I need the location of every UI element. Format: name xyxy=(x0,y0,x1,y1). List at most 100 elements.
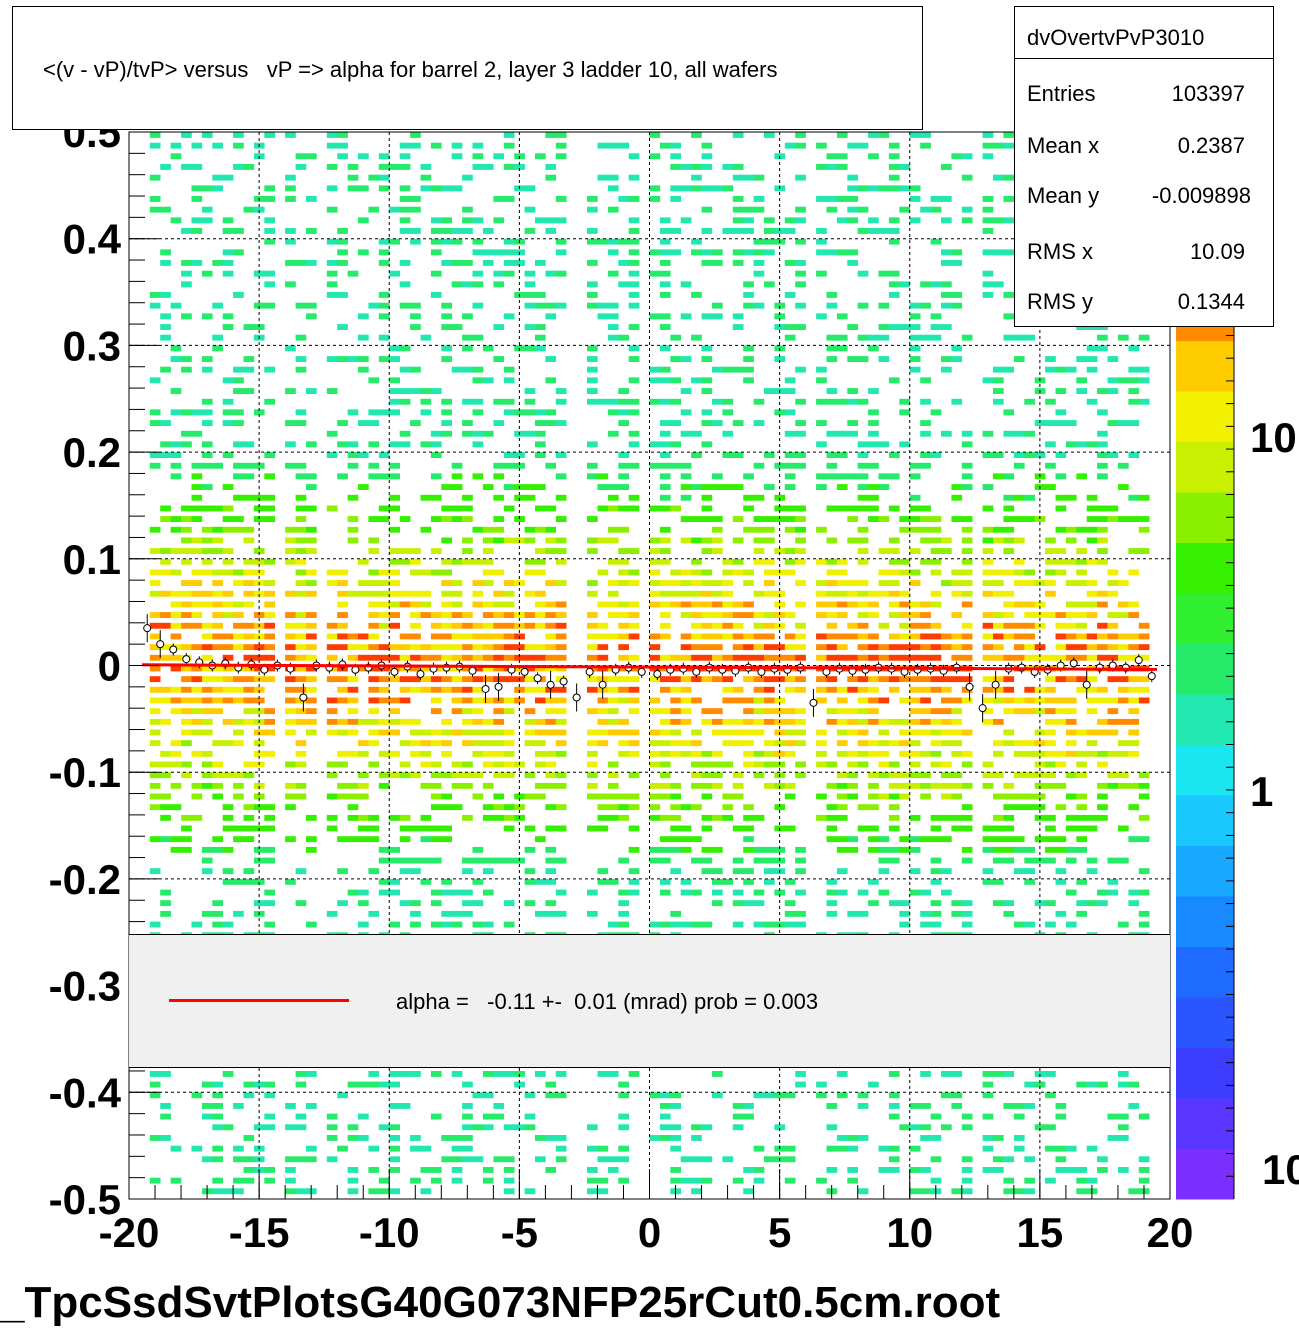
heatmap-cell xyxy=(1128,676,1140,683)
heatmap-cell xyxy=(233,569,244,576)
heatmap-cell xyxy=(1065,718,1077,725)
profile-point xyxy=(572,683,581,712)
heatmap-cell xyxy=(930,825,942,832)
heatmap-cell xyxy=(212,260,223,266)
heatmap-cell xyxy=(514,516,525,522)
heatmap-cell xyxy=(847,676,858,683)
heatmap-cell xyxy=(909,846,921,853)
heatmap-cell xyxy=(1003,142,1015,149)
heatmap-cell xyxy=(264,644,275,651)
heatmap-cell xyxy=(712,622,723,629)
heatmap-cell xyxy=(597,302,609,309)
heatmap-cell xyxy=(628,686,640,693)
heatmap-cell xyxy=(607,334,619,341)
heatmap-cell xyxy=(795,281,806,288)
heatmap-cell xyxy=(1024,580,1035,586)
heatmap-cell xyxy=(524,676,536,683)
heatmap-cell xyxy=(462,718,473,725)
heatmap-cell xyxy=(597,644,609,651)
heatmap-cell xyxy=(1024,846,1035,853)
heatmap-cell xyxy=(826,654,838,661)
heatmap-cell xyxy=(222,644,234,651)
heatmap-cell xyxy=(878,334,890,341)
stat-value: 0.1344 xyxy=(1177,289,1245,314)
heatmap-cell xyxy=(430,782,442,789)
heatmap-cell xyxy=(253,505,265,512)
heatmap-cell xyxy=(909,761,921,768)
heatmap-cell xyxy=(191,580,203,586)
heatmap-cell xyxy=(1034,900,1046,907)
heatmap-cell xyxy=(1128,1081,1140,1088)
palette-band xyxy=(1176,694,1234,745)
heatmap-cell xyxy=(1055,868,1067,875)
heatmap-cell xyxy=(764,569,775,576)
heatmap-cell xyxy=(649,505,661,512)
heatmap-cell xyxy=(555,398,567,405)
heatmap-cell xyxy=(826,505,838,512)
heatmap-cell xyxy=(451,633,463,640)
heatmap-cell xyxy=(712,601,723,608)
heatmap-cell xyxy=(961,334,973,341)
heatmap-cell xyxy=(628,793,640,800)
heatmap-cell xyxy=(389,750,400,757)
heatmap-cell xyxy=(368,814,380,821)
heatmap-cell xyxy=(670,750,681,757)
heatmap-cell xyxy=(149,665,161,672)
heatmap-cell xyxy=(545,164,557,170)
heatmap-cell xyxy=(201,644,213,651)
heatmap-cell xyxy=(503,270,515,277)
heatmap-cell xyxy=(285,686,296,693)
heatmap-cell xyxy=(201,420,213,426)
heatmap-cell xyxy=(670,697,681,704)
heatmap-cell xyxy=(1045,569,1056,576)
heatmap-cell xyxy=(378,452,390,458)
heatmap-cell xyxy=(451,910,463,917)
heatmap-cell xyxy=(951,718,963,725)
heatmap-cell xyxy=(857,228,869,234)
heatmap-cell xyxy=(888,804,900,811)
heatmap-cell xyxy=(899,441,910,448)
heatmap-cell xyxy=(920,644,931,651)
heatmap-cell xyxy=(243,1081,255,1088)
heatmap-cell xyxy=(264,1167,275,1173)
heatmap-cell xyxy=(764,1092,775,1099)
heatmap-cell xyxy=(691,1177,702,1184)
heatmap-cell xyxy=(222,398,234,405)
heatmap-cell xyxy=(535,441,546,448)
heatmap-cell xyxy=(399,366,411,373)
heatmap-cell xyxy=(680,217,692,224)
heatmap-cell xyxy=(587,612,598,618)
heatmap-cell xyxy=(524,718,536,725)
heatmap-cell xyxy=(1076,526,1087,533)
heatmap-cell xyxy=(545,878,557,885)
heatmap-cell xyxy=(1034,793,1046,800)
heatmap-cell xyxy=(389,1081,400,1088)
heatmap-cell xyxy=(857,1092,869,1099)
heatmap-cell xyxy=(493,281,505,288)
heatmap-cell xyxy=(795,868,806,875)
heatmap-cell xyxy=(961,1113,973,1120)
heatmap-cell xyxy=(701,142,713,149)
heatmap-cell xyxy=(1138,1113,1150,1120)
heatmap-cell xyxy=(826,398,838,405)
heatmap-cell xyxy=(420,644,432,651)
heatmap-cell xyxy=(691,174,702,181)
heatmap-cell xyxy=(451,1145,463,1152)
heatmap-cell xyxy=(503,580,515,586)
heatmap-cell xyxy=(368,548,380,554)
heatmap-cell xyxy=(888,782,900,789)
heatmap-cell xyxy=(816,633,827,640)
heatmap-cell xyxy=(920,430,931,437)
heatmap-cell xyxy=(264,1177,275,1184)
heatmap-cell xyxy=(878,324,890,330)
heatmap-cell xyxy=(878,729,890,736)
heatmap-cell xyxy=(1128,889,1140,896)
heatmap-cell xyxy=(993,622,1004,629)
heatmap-cell xyxy=(1086,686,1098,693)
heatmap-cell xyxy=(1055,1103,1067,1109)
heatmap-cell xyxy=(233,644,244,651)
heatmap-cell xyxy=(555,196,567,202)
heatmap-cell xyxy=(982,782,994,789)
heatmap-cell xyxy=(982,622,994,629)
heatmap-cell xyxy=(1003,1071,1015,1077)
